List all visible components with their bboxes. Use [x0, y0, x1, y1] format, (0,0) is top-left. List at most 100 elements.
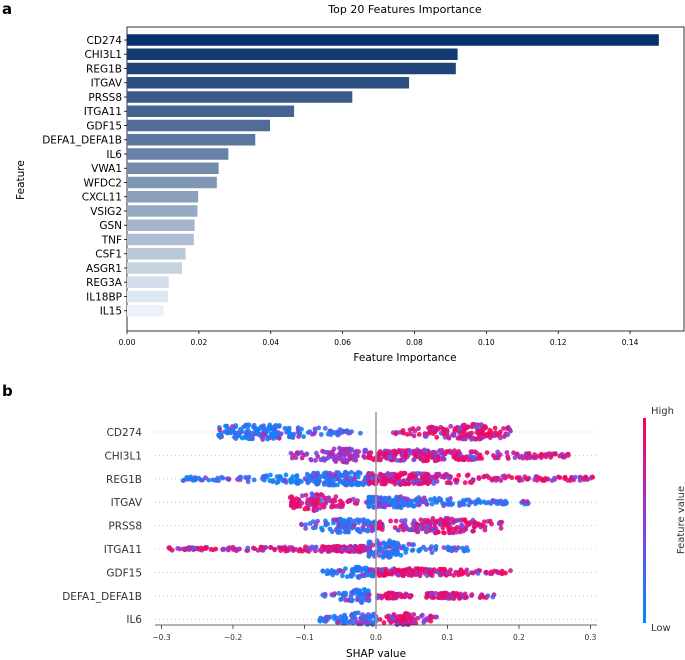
shap-point — [406, 593, 412, 599]
shap-point — [299, 455, 305, 461]
shap-point — [478, 430, 484, 435]
shap-point — [324, 479, 329, 485]
shap-point — [407, 615, 413, 621]
shap-point — [494, 455, 499, 461]
shap-point — [217, 427, 223, 433]
bar-il15 — [127, 305, 164, 317]
x-tick-label: 0.3 — [585, 633, 597, 642]
x-axis-label: SHAP value — [346, 648, 406, 660]
shap-point — [191, 545, 197, 551]
shap-point — [469, 593, 474, 598]
shap-point — [448, 423, 454, 429]
shap-point — [443, 472, 449, 477]
y-tick-label: CD274 — [87, 35, 123, 47]
shap-point — [444, 480, 450, 486]
colorbar-high-label: High — [651, 406, 674, 417]
shap-point — [416, 548, 422, 554]
shap-point — [423, 434, 429, 439]
shap-point — [346, 450, 352, 456]
shap-point — [452, 526, 458, 532]
shap-point — [456, 473, 461, 478]
shap-point — [539, 455, 544, 460]
shap-point — [396, 572, 401, 578]
x-axis-label: Feature Importance — [353, 352, 456, 364]
shap-point — [387, 478, 392, 484]
shap-point — [498, 525, 504, 531]
shap-point — [477, 498, 482, 504]
shap-point — [481, 474, 486, 480]
y-axis-label: Feature — [15, 160, 27, 200]
shap-point — [429, 544, 434, 549]
shap-point — [322, 544, 327, 550]
importance-bar-chart: Top 20 Features Importance CD274 CHI3L1 RE… — [15, 3, 685, 364]
shap-point — [415, 615, 420, 621]
shap-point — [395, 527, 401, 533]
shap-point — [354, 587, 360, 593]
shap-point — [320, 448, 325, 454]
y-tick-label: CXCL11 — [82, 192, 122, 204]
shap-point — [389, 451, 394, 457]
shap-point — [415, 471, 420, 476]
shap-point — [514, 451, 520, 457]
shap-point — [414, 522, 420, 527]
shap-point — [343, 482, 348, 488]
shap-point — [383, 566, 389, 572]
shap-point — [456, 595, 462, 600]
bar-prss8 — [127, 91, 353, 103]
shap-point — [441, 545, 447, 550]
shap-point — [462, 548, 467, 554]
shap-point — [454, 591, 460, 596]
shap-point — [294, 474, 300, 480]
shap-point — [360, 595, 365, 601]
shap-point — [381, 620, 387, 626]
shap-point — [349, 469, 354, 475]
shap-point — [481, 499, 487, 505]
shap-point — [505, 456, 511, 461]
shap-point — [348, 593, 354, 599]
shap-point — [498, 498, 504, 504]
shap-point — [421, 544, 426, 550]
shap-point — [369, 573, 375, 579]
shap-point — [325, 568, 330, 574]
shap-point — [384, 541, 390, 547]
shap-point — [375, 452, 381, 458]
shap-point — [403, 448, 409, 453]
shap-point — [283, 546, 289, 552]
shap-point — [232, 434, 237, 440]
shap-point — [349, 525, 355, 531]
shap-point — [249, 435, 255, 441]
shap-point — [434, 434, 440, 440]
shap-point — [384, 570, 389, 576]
shap-point — [483, 569, 489, 575]
y-tick-labels: CD274 CHI3L1 REG1B ITGAV PRSS8 ITGA11 GDF15 DEF… — [42, 35, 127, 318]
shap-point — [362, 614, 367, 620]
shap-point — [260, 474, 266, 480]
shap-point — [310, 519, 316, 524]
shap-point — [355, 474, 361, 480]
y-tick-label: ITGA11 — [84, 106, 122, 118]
shap-point — [421, 619, 427, 625]
shap-point — [565, 453, 571, 458]
shap-point — [458, 517, 463, 523]
shap-point — [329, 592, 335, 598]
shap-point — [402, 521, 408, 527]
shap-point — [450, 432, 455, 438]
shap-point — [471, 454, 477, 460]
shap-point — [404, 431, 410, 437]
bar-cd274 — [127, 34, 659, 46]
x-tick-label: 0.08 — [406, 338, 423, 347]
shap-point — [317, 618, 323, 624]
shap-point — [279, 545, 285, 551]
x-tick-label: 0.1 — [442, 633, 454, 642]
shap-point — [481, 519, 487, 525]
shap-point — [427, 569, 432, 575]
shap-point — [436, 529, 441, 535]
shap-point — [398, 619, 404, 625]
y-tick-label: PRSS8 — [88, 92, 122, 104]
shap-point — [441, 456, 447, 462]
shap-point — [368, 455, 374, 461]
shap-point — [398, 497, 404, 503]
shap-point — [353, 471, 358, 477]
shap-point — [338, 446, 344, 452]
shap-point — [393, 518, 399, 524]
